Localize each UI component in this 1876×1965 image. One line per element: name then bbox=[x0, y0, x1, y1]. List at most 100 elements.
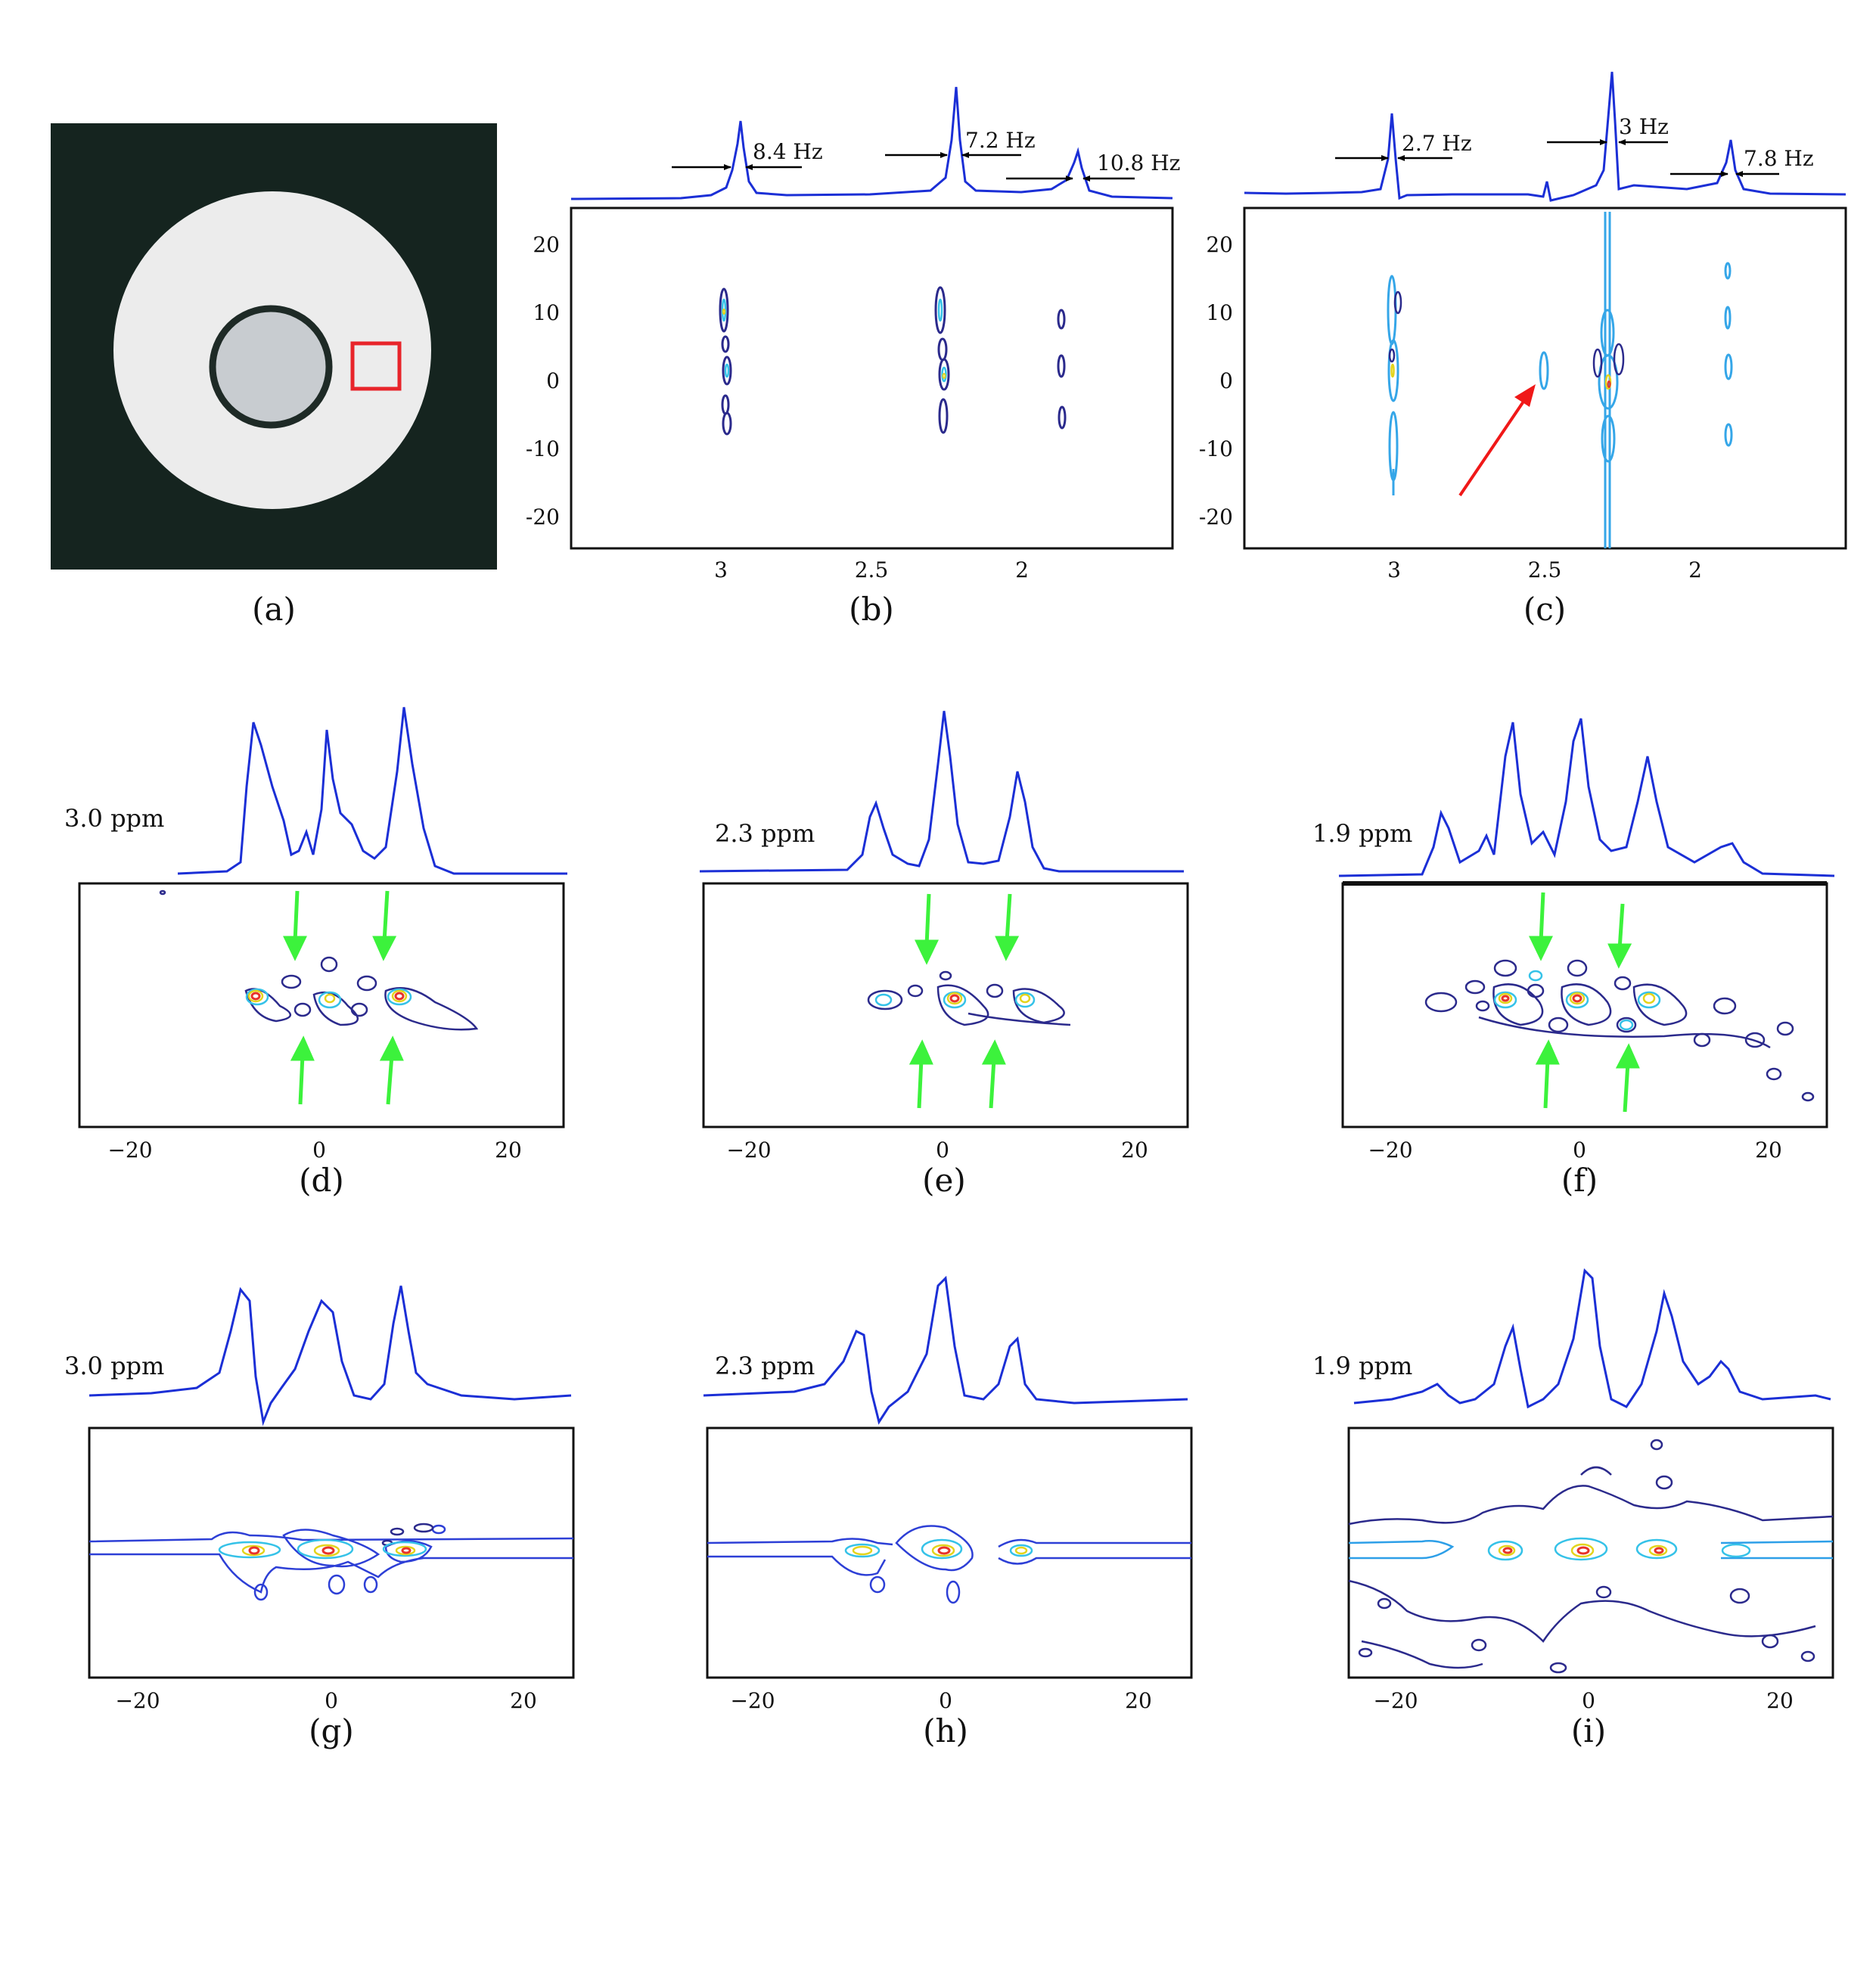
linewidth-label-b-1: 7.2 Hz bbox=[965, 128, 1036, 153]
panel-b: 8.4 Hz 7.2 Hz 10.8 Hz bbox=[526, 86, 1180, 628]
x-tick-f-2: 20 bbox=[1755, 1138, 1782, 1163]
x-tick-d-2: 20 bbox=[495, 1138, 522, 1163]
spectrum-trace-h bbox=[703, 1275, 1188, 1425]
panel-e: 2.3 ppm −20 0 bbox=[699, 710, 1189, 1199]
spectrum-trace-i bbox=[1353, 1268, 1831, 1409]
x-tick-g-0: −20 bbox=[115, 1688, 160, 1713]
x-tick-c-1: 2.5 bbox=[1528, 557, 1562, 582]
contour-mid-f bbox=[1493, 970, 1661, 1031]
contours-g bbox=[89, 1524, 574, 1601]
contour-outer-c bbox=[1388, 290, 1625, 378]
contour-plot-frame-h bbox=[706, 1426, 1193, 1679]
contours-c bbox=[1387, 212, 1733, 548]
x-tick-e-1: 0 bbox=[936, 1138, 949, 1163]
x-tick-c-2: 2 bbox=[1688, 557, 1702, 582]
spectrum-trace-e bbox=[699, 710, 1184, 873]
linewidth-label-b-2: 10.8 Hz bbox=[1097, 151, 1180, 175]
linewidth-label-c-2: 7.8 Hz bbox=[1744, 146, 1814, 171]
caption-f: (f) bbox=[1561, 1162, 1598, 1199]
contour-plot-frame-b bbox=[570, 206, 1174, 550]
y-tick-b-2: 0 bbox=[546, 368, 560, 393]
x-tick-g-1: 0 bbox=[325, 1688, 338, 1713]
contour-plot-frame-g bbox=[88, 1426, 575, 1679]
linewidth-markers-b bbox=[672, 152, 1135, 182]
contour-mid-g bbox=[218, 1538, 427, 1560]
x-tick-i-0: −20 bbox=[1373, 1688, 1418, 1713]
x-tick-f-1: 0 bbox=[1573, 1138, 1586, 1163]
contour-yellow-h bbox=[852, 1544, 1028, 1557]
contour-mid-h bbox=[844, 1538, 1033, 1560]
contour-cores-b bbox=[721, 298, 947, 383]
ppm-label-e: 2.3 ppm bbox=[715, 819, 815, 848]
contour-yellow-f bbox=[1498, 992, 1656, 1005]
x-tick-b-2: 2 bbox=[1015, 557, 1029, 582]
contour-peak-d bbox=[250, 992, 405, 1001]
ppm-label-h: 2.3 ppm bbox=[715, 1352, 815, 1380]
y-tick-c-4: -20 bbox=[1199, 504, 1233, 529]
red-arrow bbox=[1458, 393, 1530, 497]
panel-f: 1.9 ppm bbox=[1312, 718, 1835, 1199]
contour-peaks-red-c bbox=[1607, 380, 1611, 388]
x-tick-h-1: 0 bbox=[939, 1688, 952, 1713]
contour-plot-frame-i bbox=[1347, 1426, 1834, 1679]
contours-band-i bbox=[1348, 1540, 1834, 1560]
caption-c: (c) bbox=[1523, 591, 1566, 628]
x-tick-h-0: −20 bbox=[730, 1688, 775, 1713]
green-arrows-d bbox=[283, 890, 404, 1105]
contour-peaks-c bbox=[1390, 363, 1612, 390]
caption-d: (d) bbox=[299, 1162, 344, 1199]
y-tick-b-0: 20 bbox=[533, 232, 560, 257]
y-tick-c-3: -10 bbox=[1199, 436, 1233, 461]
y-tick-c-2: 0 bbox=[1219, 368, 1233, 393]
contour-mid-e bbox=[874, 991, 1036, 1009]
green-arrows-e bbox=[908, 893, 1020, 1109]
ppm-label-i: 1.9 ppm bbox=[1312, 1352, 1412, 1380]
red-arrow-head bbox=[1514, 384, 1536, 407]
ppm-label-d: 3.0 ppm bbox=[64, 804, 164, 833]
linewidth-label-c-1: 3 Hz bbox=[1619, 114, 1669, 139]
ppm-label-g: 3.0 ppm bbox=[64, 1352, 164, 1380]
contours-d bbox=[159, 889, 479, 1031]
phantom-inner-ring bbox=[209, 305, 333, 429]
spectrum-trace-b bbox=[570, 86, 1173, 200]
green-arrows-f bbox=[1529, 892, 1640, 1113]
x-tick-d-1: 0 bbox=[312, 1138, 326, 1163]
x-tick-f-0: −20 bbox=[1368, 1138, 1412, 1163]
contour-plot-frame-d bbox=[78, 882, 565, 1128]
x-tick-i-1: 0 bbox=[1582, 1688, 1595, 1713]
spectrum-trace-d bbox=[177, 706, 567, 875]
panel-a: (a) bbox=[51, 123, 497, 628]
contour-peaks-b bbox=[722, 309, 946, 379]
contour-yellow-g bbox=[241, 1544, 416, 1557]
contour-mid-d bbox=[245, 988, 412, 1009]
x-tick-c-0: 3 bbox=[1387, 557, 1401, 582]
panel-h: 2.3 ppm −20 0 20 (h) bbox=[703, 1275, 1193, 1749]
x-tick-d-0: −20 bbox=[107, 1138, 152, 1163]
panel-g: 3.0 ppm bbox=[64, 1285, 575, 1749]
caption-h: (h) bbox=[923, 1712, 968, 1749]
contour-plot-frame-e bbox=[702, 882, 1189, 1128]
panel-c: 2.7 Hz 3 Hz 7.8 Hz bbox=[1199, 71, 1847, 628]
panel-d: 3.0 ppm bbox=[64, 706, 567, 1199]
linewidth-label-c-0: 2.7 Hz bbox=[1402, 131, 1472, 156]
x-tick-e-0: −20 bbox=[726, 1138, 771, 1163]
contours-i bbox=[1348, 1439, 1834, 1674]
contour-peak-e bbox=[949, 994, 960, 1003]
x-tick-h-2: 20 bbox=[1125, 1688, 1152, 1713]
contours-b bbox=[719, 286, 1067, 436]
contour-peak-f bbox=[1501, 994, 1582, 1003]
linewidth-label-b-0: 8.4 Hz bbox=[753, 139, 823, 164]
contour-yellow-i bbox=[1498, 1543, 1668, 1558]
caption-e: (e) bbox=[922, 1162, 966, 1199]
x-tick-i-2: 20 bbox=[1766, 1688, 1794, 1713]
spectrum-trace-c bbox=[1244, 71, 1846, 202]
spectrum-trace-f bbox=[1338, 718, 1835, 877]
caption-b: (b) bbox=[849, 591, 894, 628]
panel-i: 1.9 ppm bbox=[1312, 1268, 1834, 1749]
contour-peak-g bbox=[248, 1546, 412, 1555]
caption-i: (i) bbox=[1571, 1712, 1606, 1749]
y-tick-b-4: -20 bbox=[526, 504, 560, 529]
x-tick-b-0: 3 bbox=[714, 557, 728, 582]
contours-f bbox=[1424, 959, 1815, 1102]
